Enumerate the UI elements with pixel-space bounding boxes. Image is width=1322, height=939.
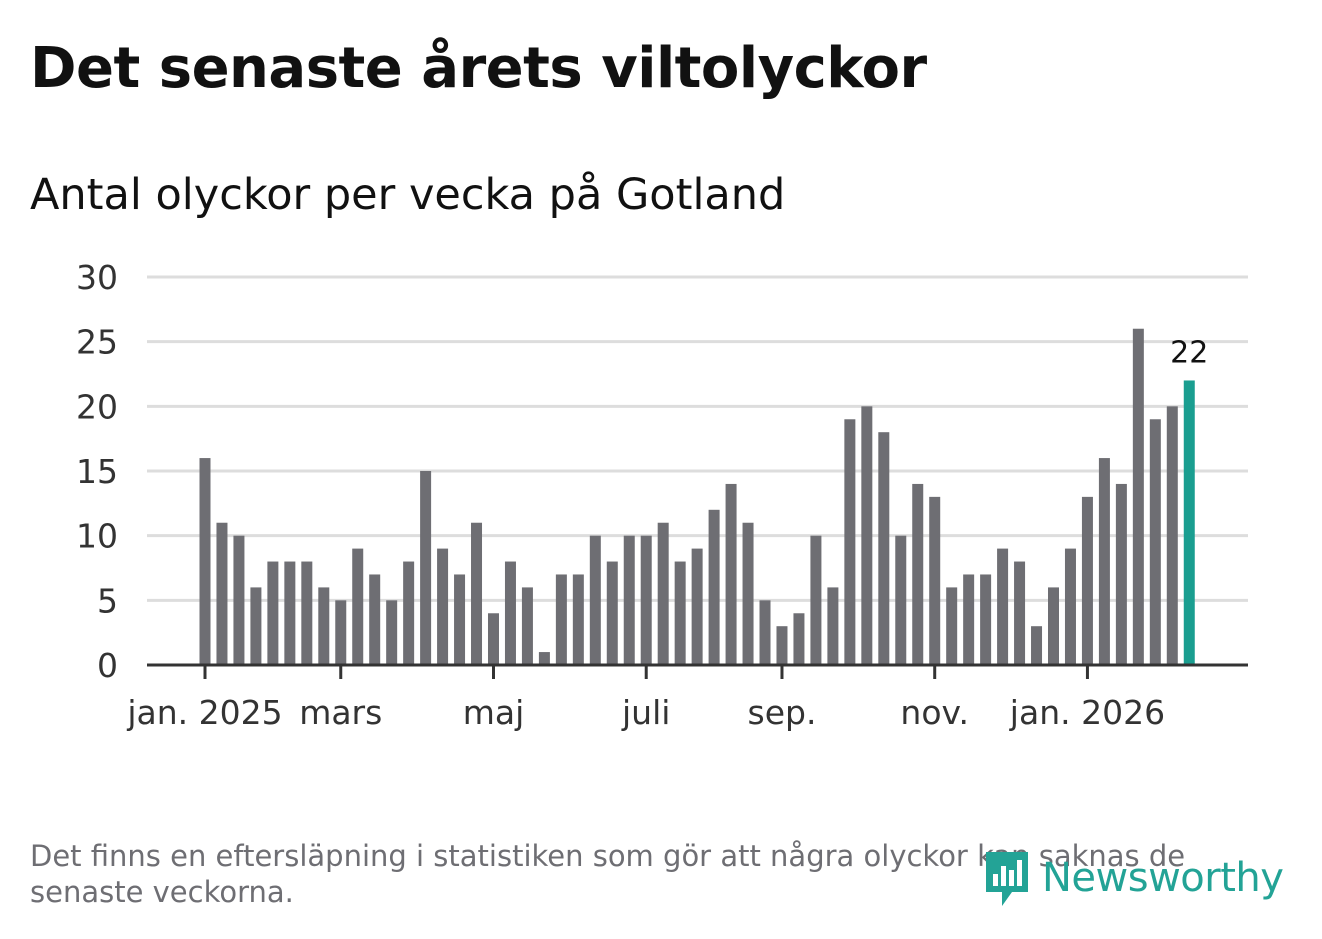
bar xyxy=(250,587,262,665)
bar xyxy=(623,535,635,665)
bar xyxy=(301,561,313,665)
newsworthy-logo[interactable]: Newsworthy xyxy=(982,846,1284,910)
bar xyxy=(861,406,873,665)
bar xyxy=(233,535,245,665)
bar xyxy=(895,535,907,665)
bar xyxy=(1014,561,1026,665)
y-tick-label: 0 xyxy=(97,646,118,685)
bar xyxy=(946,587,958,665)
bar xyxy=(538,652,550,665)
bar xyxy=(403,561,415,665)
bar xyxy=(504,561,516,665)
bar xyxy=(284,561,296,665)
bar xyxy=(1149,419,1161,665)
bar-chart-speech-bubble-icon xyxy=(986,852,1028,906)
bar xyxy=(1132,328,1144,665)
bar xyxy=(1064,548,1076,665)
bar xyxy=(708,509,720,665)
bar xyxy=(1081,496,1093,665)
y-tick-label: 20 xyxy=(76,387,118,426)
bar xyxy=(742,522,754,665)
bar xyxy=(997,548,1009,665)
bar xyxy=(1115,483,1127,665)
x-tick-label: nov. xyxy=(900,693,969,732)
bar xyxy=(1031,626,1043,665)
bar xyxy=(1048,587,1059,665)
bar-highlight xyxy=(1183,380,1195,665)
bar xyxy=(793,613,805,665)
y-tick-label: 5 xyxy=(97,581,118,620)
bar xyxy=(657,522,669,665)
bar xyxy=(878,432,890,665)
bar xyxy=(572,574,584,665)
chart-subtitle: Antal olyckor per vecka på Gotland xyxy=(30,170,786,220)
bar xyxy=(827,587,839,665)
bar xyxy=(776,626,788,665)
bar-chart: 0 5 10 15 20 25 30 22 jan. 2025 mars maj juli sep. no… xyxy=(76,258,1248,732)
bar xyxy=(1098,458,1110,665)
x-tick-label: jan. 2025 xyxy=(126,693,282,732)
bar xyxy=(691,548,703,665)
bar xyxy=(318,587,330,665)
bar xyxy=(420,471,432,665)
bar xyxy=(929,496,941,665)
y-tick-label: 15 xyxy=(76,452,118,491)
bar xyxy=(471,522,483,665)
chart-title: Det senaste årets viltolyckor xyxy=(30,36,927,101)
bar xyxy=(555,574,567,665)
bar xyxy=(725,483,737,665)
bar xyxy=(386,600,398,665)
bar xyxy=(810,535,822,665)
x-tick-label: juli xyxy=(621,693,670,732)
y-tick-label: 10 xyxy=(76,517,118,556)
bar xyxy=(369,574,381,665)
bar xyxy=(589,535,601,665)
bar xyxy=(199,458,211,665)
bar xyxy=(454,574,466,665)
y-tick-label: 25 xyxy=(76,323,118,362)
bar xyxy=(267,561,279,665)
bar xyxy=(844,419,856,665)
logo-text: Newsworthy xyxy=(1042,855,1284,901)
bar xyxy=(352,548,364,665)
bar xyxy=(437,548,449,665)
bar xyxy=(980,574,992,665)
bar xyxy=(521,587,533,665)
bar xyxy=(640,535,652,665)
bar xyxy=(674,561,686,665)
y-tick-label: 30 xyxy=(76,258,118,297)
x-tick-label: jan. 2026 xyxy=(1009,693,1165,732)
x-tick-label: maj xyxy=(463,693,525,732)
bar xyxy=(606,561,618,665)
bar xyxy=(335,600,347,665)
bar xyxy=(1166,406,1178,665)
x-tick-label: sep. xyxy=(748,693,817,732)
bar xyxy=(216,522,228,665)
bar xyxy=(487,613,499,665)
bar xyxy=(963,574,975,665)
data-label: 22 xyxy=(1170,335,1208,370)
bar xyxy=(759,600,771,665)
x-tick-label: mars xyxy=(299,693,382,732)
bar xyxy=(912,483,924,665)
